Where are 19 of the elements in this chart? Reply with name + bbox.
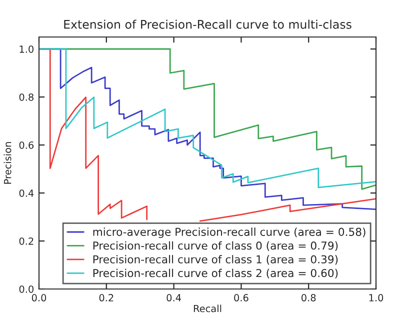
x-axis-title: Recall bbox=[194, 304, 222, 312]
x-tick-label: 1.0 bbox=[369, 294, 384, 302]
y-tick-label: 0.4 bbox=[19, 189, 34, 197]
y-tick-label: 0.6 bbox=[19, 141, 34, 149]
x-tick-label: 0.2 bbox=[99, 294, 114, 302]
legend-label: Precision-recall curve of class 2 (area = 0.60) bbox=[93, 268, 338, 278]
y-tick-label: 0.8 bbox=[19, 93, 34, 101]
legend-label: Precision-recall curve of class 1 (area = 0.39) bbox=[93, 255, 338, 265]
y-tick-label: 0.0 bbox=[19, 285, 34, 293]
y-tick-label: 1.0 bbox=[20, 45, 34, 53]
x-tick-label: 0.6 bbox=[234, 294, 248, 302]
y-axis-title: Precision bbox=[4, 142, 12, 184]
y-tick-label: 0.2 bbox=[19, 237, 34, 245]
x-tick-label: 0.4 bbox=[166, 294, 181, 302]
legend-label: micro-average Precision-recall curve (area = 0.58) bbox=[93, 228, 366, 238]
chart-title: Extension of Precision-Recall curve to multi-class bbox=[64, 20, 352, 29]
x-tick-label: 0.8 bbox=[302, 294, 316, 302]
x-tick-label: 0.0 bbox=[32, 294, 46, 302]
legend-label: Precision-recall curve of class 0 (area = 0.79) bbox=[93, 241, 338, 251]
